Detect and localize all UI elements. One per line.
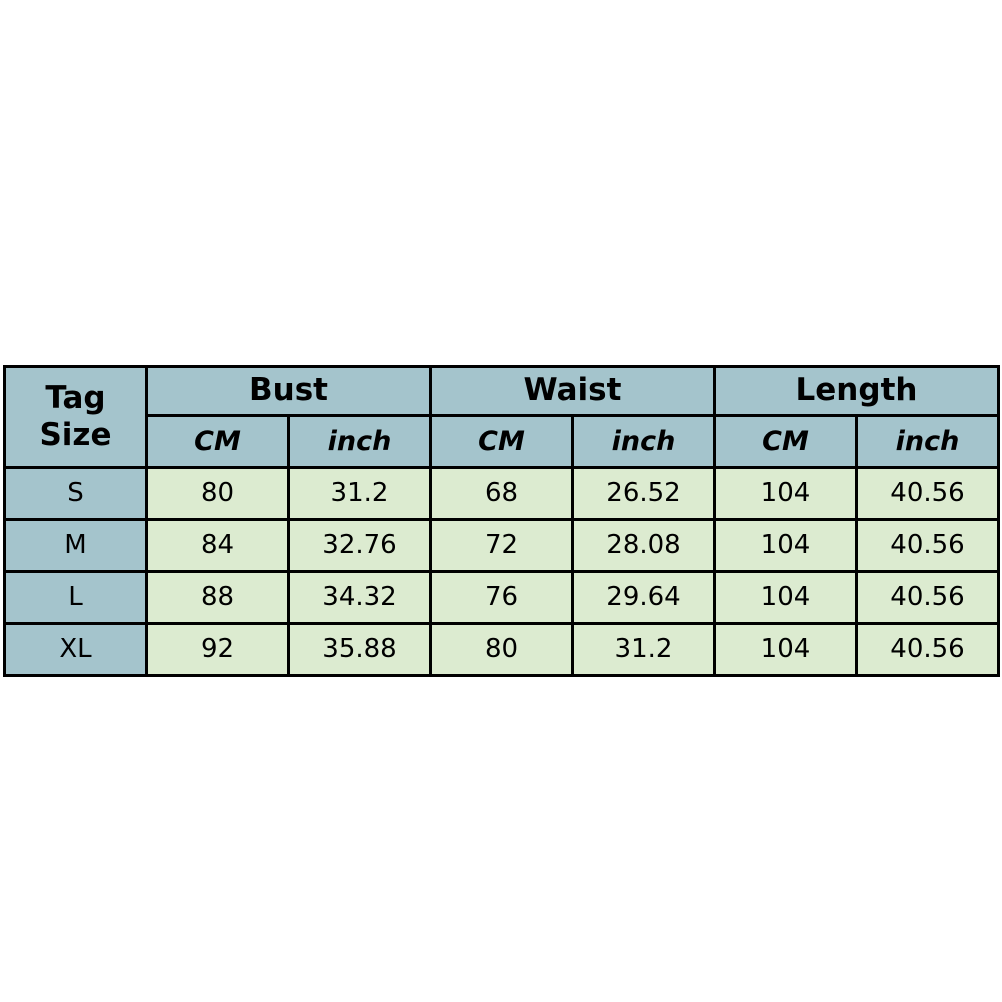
size-cell: L xyxy=(3,569,148,625)
measurement-cell: 88 xyxy=(145,569,290,625)
unit-header: CM xyxy=(713,413,858,469)
measurement-cell: 31.2 xyxy=(571,621,716,678)
unit-header: CM xyxy=(145,413,290,469)
bust-header: Bust xyxy=(145,365,432,417)
size-cell: S xyxy=(3,465,148,521)
length-header: Length xyxy=(713,365,1000,417)
measurement-cell: 104 xyxy=(713,517,858,573)
size-label: Size xyxy=(39,416,112,453)
measurement-cell: 29.64 xyxy=(571,569,716,625)
measurement-cell: 80 xyxy=(145,465,290,521)
measurement-cell: 31.2 xyxy=(287,465,432,521)
measurement-cell: 40.56 xyxy=(855,569,1000,625)
header-row-units: CM inch CM inch CM inch xyxy=(5,413,1000,469)
measurement-cell: 104 xyxy=(713,621,858,678)
measurement-cell: 40.56 xyxy=(855,517,1000,573)
tag-size-header: Tag Size xyxy=(3,365,148,469)
size-chart-table: Tag Size Bust Waist Length CM inch CM in… xyxy=(3,365,1000,678)
table-row: M 84 32.76 72 28.08 104 40.56 xyxy=(3,517,1000,573)
measurement-cell: 28.08 xyxy=(571,517,716,573)
header-row-groups: Tag Size Bust Waist Length xyxy=(3,365,1000,469)
unit-header: inch xyxy=(571,413,716,469)
size-cell: M xyxy=(3,517,148,573)
measurement-cell: 40.56 xyxy=(855,621,1000,678)
measurement-cell: 84 xyxy=(145,517,290,573)
measurement-cell: 35.88 xyxy=(287,621,432,678)
measurement-cell: 68 xyxy=(429,465,574,521)
size-cell: XL xyxy=(3,621,148,678)
tag-label: Tag xyxy=(45,379,106,416)
measurement-cell: 72 xyxy=(429,517,574,573)
measurement-cell: 32.76 xyxy=(287,517,432,573)
unit-header: inch xyxy=(287,413,432,469)
table-row: S 80 31.2 68 26.52 104 40.56 xyxy=(3,465,1000,521)
measurement-cell: 92 xyxy=(145,621,290,678)
measurement-cell: 40.56 xyxy=(855,465,1000,521)
measurement-cell: 76 xyxy=(429,569,574,625)
waist-header: Waist xyxy=(429,365,716,417)
measurement-cell: 104 xyxy=(713,465,858,521)
measurement-cell: 80 xyxy=(429,621,574,678)
measurement-cell: 104 xyxy=(713,569,858,625)
table-row: XL 92 35.88 80 31.2 104 40.56 xyxy=(3,621,1000,678)
measurement-cell: 26.52 xyxy=(571,465,716,521)
unit-header: inch xyxy=(855,413,1000,469)
measurement-cell: 34.32 xyxy=(287,569,432,625)
table-row: L 88 34.32 76 29.64 104 40.56 xyxy=(3,569,1000,625)
unit-header: CM xyxy=(429,413,574,469)
